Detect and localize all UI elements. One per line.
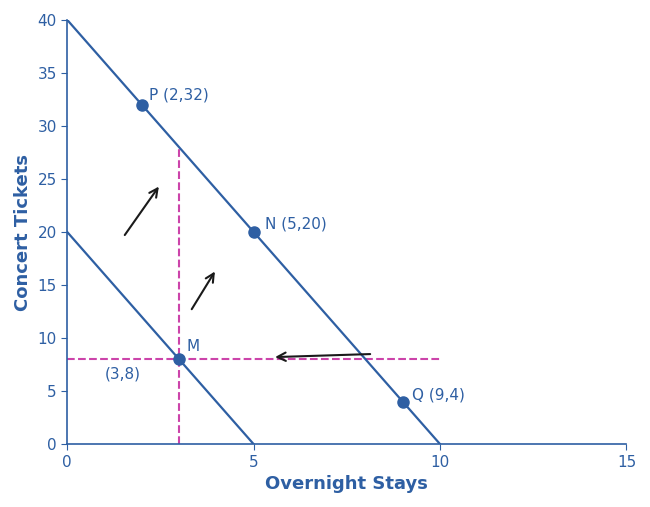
- Y-axis label: Concert Tickets: Concert Tickets: [14, 154, 32, 310]
- Text: (3,8): (3,8): [105, 367, 140, 381]
- Text: P (2,32): P (2,32): [150, 87, 209, 102]
- Text: Q (9,4): Q (9,4): [412, 387, 465, 403]
- Text: M: M: [187, 339, 200, 354]
- X-axis label: Overnight Stays: Overnight Stays: [265, 475, 428, 493]
- Text: N (5,20): N (5,20): [265, 217, 326, 232]
